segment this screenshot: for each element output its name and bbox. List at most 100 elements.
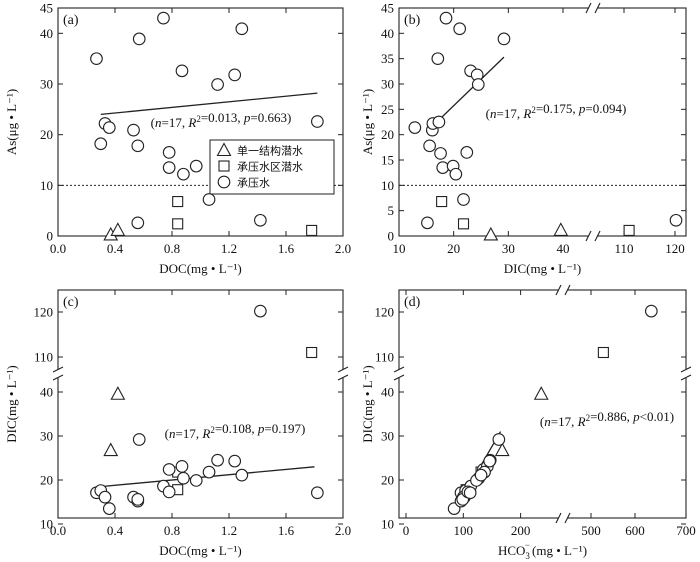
y-axis-label: As(μg • L⁻¹) [4, 89, 19, 155]
legend-label: 承压水区潜水 [237, 160, 303, 174]
circle-point [102, 502, 116, 515]
circle-point [254, 304, 267, 318]
y-tick-label: 0 [388, 229, 395, 244]
circle-point [175, 460, 189, 473]
circle-point [131, 216, 145, 230]
x-tick-label: 100 [454, 523, 474, 538]
circle-point [460, 146, 474, 159]
axis-break-gap [393, 370, 405, 378]
stats-annotation: (n=17, R2=0.013, p=0.663) [151, 110, 292, 130]
axis-break-mark [337, 366, 349, 373]
y-tick-label: 10 [381, 517, 394, 532]
axis-break-mark [393, 366, 405, 373]
axis-break-mark [594, 2, 601, 14]
x-tick-label: 0.4 [107, 241, 124, 256]
circle-point [211, 78, 224, 91]
circle-point [483, 454, 497, 468]
stats-annotation: (n=17, R2=0.886, p<0.01) [540, 409, 674, 429]
stats-annotation: (n=17, R2=0.108, p=0.197) [165, 421, 306, 441]
y-tick-label: 45 [381, 1, 394, 16]
triangle-point [494, 442, 510, 457]
axis-break-mark [555, 284, 562, 296]
circle-point [497, 32, 511, 46]
x-tick-label: 2.0 [335, 241, 351, 256]
axis-break-mark [52, 366, 64, 373]
plot-frame [398, 289, 687, 519]
x-tick-label: 0.0 [50, 241, 66, 256]
x-tick-label: 0.0 [50, 523, 66, 538]
y-tick-label: 20 [40, 473, 53, 488]
circle-point [228, 68, 242, 82]
triangle-point [110, 386, 126, 400]
circle-point [131, 493, 145, 506]
x-tick-label: 1.6 [278, 523, 295, 538]
y-axis-label: DIC(mg • L⁻¹) [4, 365, 19, 442]
x-tick-label: 700 [676, 523, 696, 538]
circle-point [439, 11, 453, 25]
y-tick-label: 20 [40, 127, 53, 142]
circle-point [98, 490, 112, 504]
circle-point [102, 121, 116, 134]
triangle-point [553, 222, 569, 236]
circle-point [474, 468, 488, 482]
circle-point [189, 474, 203, 487]
x-tick-label: 0.8 [164, 241, 180, 256]
circle-point [644, 304, 658, 318]
axis-break-gap [680, 370, 692, 378]
circle-point [177, 167, 190, 181]
x-tick-label: 0.8 [164, 523, 180, 538]
axis-break-mark [680, 374, 692, 381]
circle-point [423, 139, 436, 153]
circle-point [189, 159, 203, 173]
y-axis-label: DIC(mg • L⁻¹) [360, 365, 375, 442]
y-tick-label: 40 [381, 385, 394, 400]
circle-point [436, 161, 450, 174]
axis-break-gap [52, 370, 64, 378]
axis-break-mark [585, 230, 592, 242]
x-tick-label: 120 [665, 241, 685, 256]
y-tick-label: 5 [388, 203, 395, 218]
circle-point [463, 486, 477, 500]
x-axis-label: DOC(mg • L⁻¹) [159, 543, 241, 558]
x-tick-label: 200 [511, 523, 531, 538]
legend-label: 单一结构潜水 [237, 144, 303, 158]
panel-c: 10 20 30 40 110 120 0.0 0.4 0.8 1.2 1.6 2.0 (c) (n=17… [4, 289, 351, 558]
circle-point [202, 465, 216, 479]
panel-label: (c) [63, 295, 79, 310]
axis-break-mark [594, 230, 601, 242]
square-point [306, 224, 318, 236]
x-tick-label: 1.6 [278, 241, 295, 256]
legend-label: 承压水 [237, 177, 270, 190]
y-tick-label: 25 [381, 102, 394, 117]
circle-point [669, 213, 683, 227]
y-tick-label: 120 [34, 305, 54, 320]
square-point [457, 218, 470, 230]
axis-break-mark [564, 284, 571, 296]
circle-point [457, 193, 470, 206]
fit-line [100, 92, 318, 116]
circle-point [131, 139, 145, 153]
square-point [597, 346, 609, 359]
triangle-point [533, 386, 549, 400]
y-tick-label: 40 [40, 26, 53, 41]
circle-point [127, 123, 140, 137]
x-tick-label: 2.0 [335, 523, 351, 538]
circle-point [162, 161, 176, 174]
x-tick-label: 110 [614, 241, 633, 256]
y-tick-label: 30 [40, 77, 53, 92]
circle-point [90, 52, 103, 66]
y-tick-label: 15 [381, 153, 394, 168]
y-tick-label: 35 [381, 51, 394, 66]
panel-label: (b) [404, 13, 421, 28]
circle-point [311, 115, 324, 128]
circle-point [471, 78, 485, 91]
y-tick-label: 10 [381, 178, 394, 193]
circle-point [94, 137, 108, 151]
x-axis-label: DOC(mg • L⁻¹) [159, 261, 241, 276]
y-tick-label: 20 [381, 473, 394, 488]
circle-point [162, 146, 176, 159]
circle-point [311, 486, 324, 500]
x-tick-label: 500 [581, 523, 601, 538]
